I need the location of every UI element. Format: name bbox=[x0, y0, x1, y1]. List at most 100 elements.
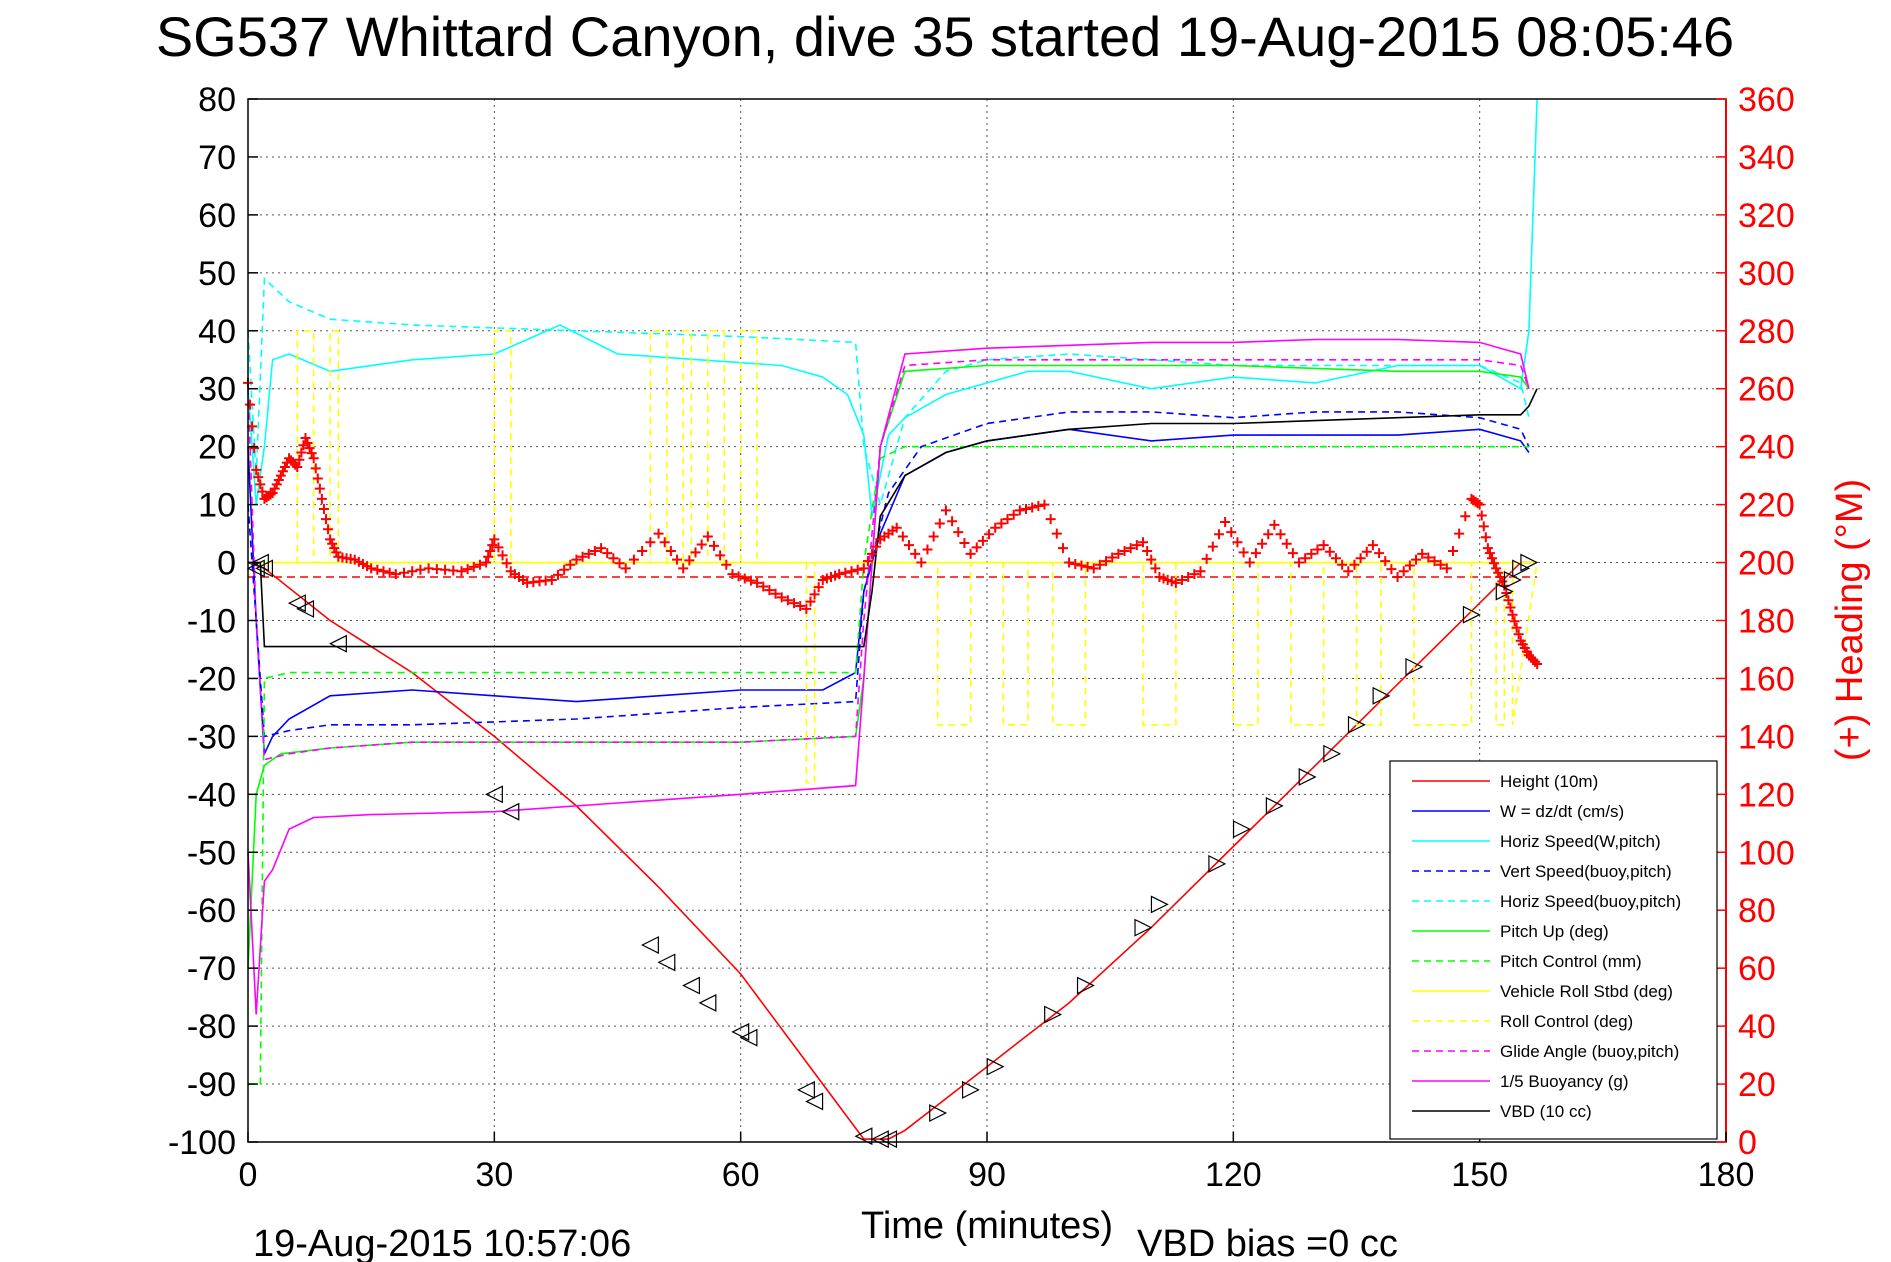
y-tick-label: 30 bbox=[198, 371, 236, 409]
legend-label: Vert Speed(buoy,pitch) bbox=[1500, 862, 1672, 881]
triangle-marker bbox=[296, 599, 315, 618]
triangle-marker bbox=[1208, 854, 1227, 873]
x-axis-label: Time (minutes) bbox=[861, 1205, 1113, 1247]
heading-point bbox=[653, 528, 664, 539]
heading-point bbox=[934, 518, 945, 529]
y-tick-label: 0 bbox=[217, 545, 236, 583]
legend-label: Pitch Up (deg) bbox=[1500, 922, 1609, 941]
heading-point bbox=[1269, 519, 1280, 530]
x-tick-label: 90 bbox=[968, 1156, 1006, 1194]
heading-point bbox=[620, 563, 631, 574]
heading-point bbox=[1392, 572, 1403, 583]
heading-point bbox=[996, 518, 1007, 529]
right-tick-label: 160 bbox=[1738, 660, 1795, 698]
heading-point bbox=[834, 569, 845, 580]
heading-point bbox=[715, 550, 726, 561]
series-line bbox=[247, 276, 1530, 508]
heading-point bbox=[314, 483, 325, 494]
heading-point bbox=[294, 454, 305, 465]
triangle-marker bbox=[986, 1057, 1005, 1076]
triangle-marker bbox=[657, 953, 676, 972]
heading-point bbox=[310, 463, 321, 474]
series-layer bbox=[247, 98, 1538, 1140]
heading-point bbox=[245, 399, 256, 410]
heading-point bbox=[1238, 547, 1249, 558]
legend: Height (10m) W = dz/dt (cm/s) Horiz Speed(… bbox=[1389, 760, 1718, 1140]
heading-point bbox=[302, 438, 313, 449]
heading-point bbox=[316, 493, 327, 504]
heading-point bbox=[614, 558, 625, 569]
heading-point bbox=[1101, 556, 1112, 567]
heading-point bbox=[1070, 559, 1081, 570]
heading-point bbox=[1142, 545, 1153, 556]
heading-point bbox=[1213, 529, 1224, 540]
heading-point bbox=[809, 589, 820, 600]
heading-point bbox=[764, 585, 775, 596]
heading-point bbox=[292, 461, 303, 472]
heading-point bbox=[312, 473, 323, 484]
heading-point bbox=[1051, 528, 1062, 539]
heading-point bbox=[745, 575, 756, 586]
legend-label: 1/5 Buoyancy (g) bbox=[1500, 1072, 1629, 1091]
heading-point bbox=[596, 543, 607, 554]
heading-point bbox=[384, 567, 395, 578]
series-line bbox=[247, 411, 1530, 738]
heading-point bbox=[776, 592, 787, 603]
heading-point bbox=[483, 551, 494, 562]
heading-point bbox=[1244, 557, 1255, 568]
legend-label: Glide Angle (buoy,pitch) bbox=[1500, 1042, 1679, 1061]
triangle-marker bbox=[797, 1080, 815, 1099]
heading-point bbox=[959, 537, 970, 548]
heading-point bbox=[415, 564, 426, 575]
heading-point bbox=[493, 542, 504, 553]
heading-point bbox=[678, 563, 689, 574]
heading-point bbox=[1076, 560, 1087, 571]
heading-point bbox=[840, 567, 851, 578]
heading-point bbox=[940, 505, 951, 516]
heading-point bbox=[462, 564, 473, 575]
heading-point bbox=[331, 547, 342, 558]
heading-point bbox=[1509, 616, 1520, 627]
heading-point bbox=[571, 554, 582, 565]
heading-point bbox=[1263, 529, 1274, 540]
heading-point bbox=[1478, 521, 1489, 532]
heading-point bbox=[1386, 564, 1397, 575]
triangle-marker bbox=[805, 1092, 824, 1111]
heading-point bbox=[608, 553, 619, 564]
heading-point bbox=[378, 566, 389, 577]
heading-point bbox=[947, 516, 958, 527]
series-line bbox=[247, 338, 1530, 1015]
triangle-marker bbox=[1232, 820, 1251, 839]
heading-point bbox=[1021, 503, 1031, 514]
heading-point bbox=[485, 545, 496, 556]
y-tick-label: -50 bbox=[187, 834, 236, 872]
heading-point bbox=[1257, 538, 1268, 549]
heading-point bbox=[1447, 545, 1458, 556]
triangle-marker bbox=[929, 1104, 948, 1123]
heading-point bbox=[1380, 556, 1391, 567]
heading-point bbox=[858, 563, 869, 574]
heading-point bbox=[867, 548, 878, 559]
right-tick-label: 100 bbox=[1738, 834, 1795, 872]
right-tick-label: 140 bbox=[1738, 718, 1795, 756]
heading-point bbox=[1429, 556, 1440, 567]
heading-point bbox=[1513, 629, 1524, 640]
heading-point bbox=[1435, 559, 1446, 570]
heading-point bbox=[321, 514, 332, 525]
heading-point bbox=[1507, 609, 1518, 620]
triangle-marker bbox=[739, 1028, 758, 1047]
heading-point bbox=[928, 531, 939, 542]
heading-point bbox=[690, 547, 701, 558]
series-line bbox=[248, 329, 1538, 784]
heading-point bbox=[1505, 602, 1516, 613]
heading-point bbox=[903, 540, 914, 551]
series-line bbox=[247, 358, 1530, 761]
heading-point bbox=[1113, 548, 1124, 559]
triangle-markers bbox=[246, 553, 1539, 1149]
heading-point bbox=[1486, 553, 1497, 564]
heading-point bbox=[1300, 553, 1311, 564]
triangle-marker bbox=[1134, 918, 1153, 937]
heading-point bbox=[1002, 514, 1013, 525]
triangle-marker bbox=[501, 802, 520, 821]
